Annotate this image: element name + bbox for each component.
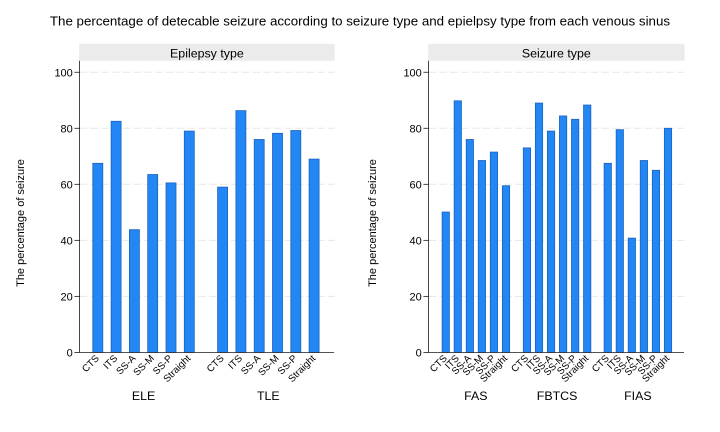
svg-text:Seizure type: Seizure type [522, 46, 591, 60]
svg-text:The percentage of seizure: The percentage of seizure [367, 159, 379, 287]
svg-text:0: 0 [416, 348, 422, 360]
svg-text:The percentage of seizure: The percentage of seizure [15, 159, 27, 287]
svg-text:80: 80 [61, 123, 73, 135]
svg-text:40: 40 [61, 235, 73, 247]
svg-text:ELE: ELE [132, 389, 155, 403]
svg-text:100: 100 [54, 67, 72, 79]
svg-text:60: 60 [61, 179, 73, 191]
svg-text:100: 100 [403, 67, 421, 79]
svg-text:The percentage of detecable se: The percentage of detecable seizure acco… [50, 14, 670, 29]
svg-text:80: 80 [410, 123, 422, 135]
svg-text:0: 0 [67, 348, 73, 360]
svg-text:20: 20 [61, 292, 73, 304]
svg-text:FIAS: FIAS [624, 389, 652, 403]
svg-text:20: 20 [410, 292, 422, 304]
svg-text:40: 40 [410, 235, 422, 247]
svg-text:60: 60 [410, 179, 422, 191]
svg-text:TLE: TLE [257, 389, 280, 403]
svg-text:Epilepsy type: Epilepsy type [170, 46, 244, 60]
svg-text:FAS: FAS [464, 389, 487, 403]
svg-text:FBTCS: FBTCS [537, 389, 578, 403]
